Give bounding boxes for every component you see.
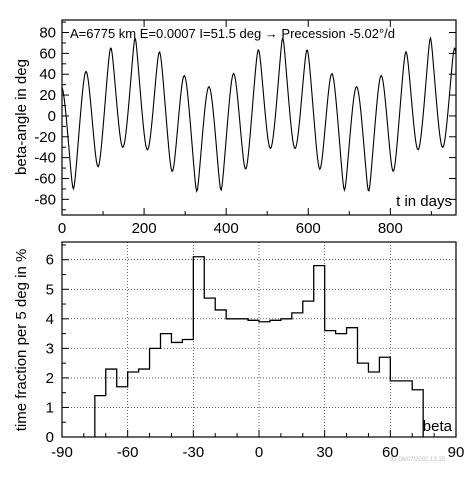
histogram-bin (171, 342, 182, 437)
bottom-x-tick-labels: -90 -60 -30 0 30 60 90 (51, 444, 464, 461)
histogram-bin (390, 381, 401, 437)
histogram-bin (193, 257, 204, 437)
bottom-x-tick-label: 30 (316, 444, 333, 461)
histogram-bins (95, 257, 423, 437)
histogram-bin (128, 372, 139, 437)
bottom-y-tick-label: 5 (46, 281, 54, 298)
histogram-bin (226, 319, 237, 437)
top-y-tick-label: 20 (39, 87, 56, 104)
bottom-y-tick-label: 4 (46, 311, 54, 328)
bottom-y-axis-title: time fraction per 5 deg in % (13, 249, 30, 432)
bottom-x-tick-label: 60 (382, 444, 399, 461)
top-y-tick-label: -40 (34, 150, 56, 167)
top-y-tick-label: -20 (34, 129, 56, 146)
top-y-tick-label: 40 (39, 66, 56, 83)
orbit-parameters-annotation: A=6775 km E=0.0007 I=51.5 deg → Precessi… (70, 26, 395, 41)
histogram-bin (401, 381, 412, 437)
histogram-bin (237, 319, 248, 437)
histogram-bin (117, 387, 128, 437)
top-x-tick-label: 0 (58, 220, 66, 237)
histogram-bin (292, 313, 303, 437)
top-x-tick-label: 400 (214, 220, 239, 237)
histogram-bin (303, 301, 314, 437)
top-x-tick-labels: 0 200 400 600 800 (58, 220, 403, 237)
beta-histogram-panel: -90 -60 -30 0 30 60 90 0 1 2 3 4 5 6 beta time fract… (13, 241, 464, 461)
bottom-y-tick-label: 2 (46, 370, 54, 387)
histogram-bin (336, 334, 347, 437)
histogram-bin (270, 320, 281, 437)
bottom-x-tick-label: -90 (51, 444, 73, 461)
histogram-bin (215, 310, 226, 437)
bottom-y-tick-label: 3 (46, 340, 54, 357)
top-y-tick-label: 80 (39, 25, 56, 42)
top-axis-ticks (61, 20, 456, 215)
top-plot-frame (61, 19, 457, 216)
bottom-x-tick-label: 90 (448, 444, 465, 461)
bottom-x-tick-label: -30 (182, 444, 204, 461)
bottom-y-tick-labels: 0 1 2 3 4 5 6 (46, 252, 54, 446)
bottom-axis-ticks (61, 244, 457, 438)
histogram-bin (358, 363, 369, 437)
top-x-tick-label: 600 (296, 220, 321, 237)
histogram-bin (95, 396, 106, 437)
bottom-x-tick-label: -60 (117, 444, 139, 461)
histogram-bin (139, 369, 150, 437)
histogram-bin (150, 348, 161, 437)
top-y-tick-label: -80 (34, 191, 56, 208)
bottom-y-tick-label: 1 (46, 399, 54, 416)
bottom-x-axis-title: beta (423, 418, 453, 435)
bottom-x-tick-label: 0 (255, 444, 263, 461)
histogram-bin (281, 319, 292, 437)
bottom-y-tick-label: 6 (46, 252, 54, 269)
beta-angle-time-panel: 0 200 400 600 800 -80 -60 -40 -20 0 20 40 60 80 A=67… (13, 19, 457, 237)
top-y-tick-label: -60 (34, 171, 56, 188)
histogram-bin (161, 334, 172, 437)
top-y-axis-title: beta-angle in deg (13, 59, 30, 175)
histogram-step-line (94, 256, 424, 437)
top-y-tick-labels: -80 -60 -40 -20 0 20 40 60 80 (34, 25, 56, 209)
top-y-tick-label: 60 (39, 45, 56, 62)
top-x-tick-label: 200 (132, 220, 157, 237)
histogram-bin (379, 357, 390, 437)
histogram-bin (248, 320, 259, 437)
bottom-y-tick-label: 0 (46, 429, 54, 446)
bottom-grid (62, 242, 456, 437)
histogram-bin (412, 390, 423, 437)
histogram-bin (347, 328, 358, 437)
histogram-bin (325, 331, 336, 437)
histogram-bin (106, 369, 117, 437)
histogram-bin (368, 372, 379, 437)
top-x-tick-label: 800 (378, 220, 403, 237)
timestamp-stamp: 91 08/07/2002 13:15 (390, 457, 446, 463)
histogram-bin (259, 322, 270, 437)
histogram-bin (182, 340, 193, 438)
beta-angle-curve (61, 36, 457, 193)
top-y-tick-label: 0 (48, 108, 56, 125)
histogram-bin (314, 266, 325, 437)
top-x-axis-title: t in days (396, 193, 452, 210)
histogram-bin (204, 298, 215, 437)
